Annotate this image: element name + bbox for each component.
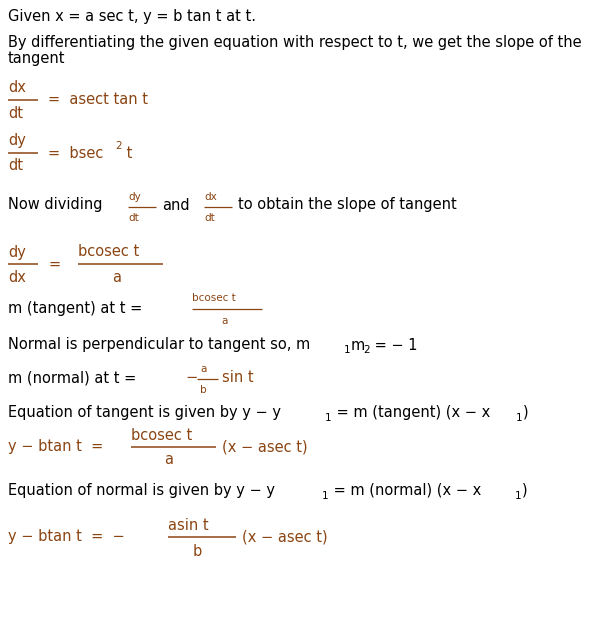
Text: 1: 1: [325, 413, 331, 423]
Text: sin t: sin t: [222, 371, 253, 386]
Text: 2: 2: [363, 345, 369, 355]
Text: y − btan t  =  −: y − btan t = −: [8, 530, 125, 545]
Text: Equation of tangent is given by y − y: Equation of tangent is given by y − y: [8, 404, 281, 419]
Text: 1: 1: [322, 491, 328, 501]
Text: =: =: [48, 257, 60, 272]
Text: asin t: asin t: [168, 518, 209, 533]
Text: dy: dy: [8, 245, 26, 260]
Text: dy: dy: [128, 192, 141, 202]
Text: = − 1: = − 1: [370, 337, 418, 352]
Text: a: a: [112, 270, 121, 285]
Text: to obtain the slope of tangent: to obtain the slope of tangent: [238, 197, 457, 212]
Text: Normal is perpendicular to tangent so, m: Normal is perpendicular to tangent so, m: [8, 337, 310, 352]
Text: dx: dx: [204, 192, 217, 202]
Text: dt: dt: [8, 158, 23, 173]
Text: y − btan t  =: y − btan t =: [8, 439, 104, 454]
Text: dt: dt: [128, 213, 139, 223]
Text: dy: dy: [8, 133, 26, 148]
Text: m (normal) at t =: m (normal) at t =: [8, 371, 141, 386]
Text: (x − asec t): (x − asec t): [222, 439, 308, 454]
Text: a: a: [221, 316, 227, 326]
Text: bcosec t: bcosec t: [192, 293, 236, 303]
Text: −: −: [185, 371, 198, 386]
Text: m: m: [351, 337, 365, 352]
Text: By differentiating the given equation with respect to t, we get the slope of the: By differentiating the given equation wi…: [8, 34, 582, 49]
Text: dt: dt: [8, 106, 23, 120]
Text: =  bsec: = bsec: [48, 145, 104, 160]
Text: 1: 1: [344, 345, 350, 355]
Text: bcosec t: bcosec t: [78, 245, 139, 260]
Text: a: a: [164, 453, 173, 468]
Text: = m (normal) (x − x: = m (normal) (x − x: [329, 483, 481, 498]
Text: dx: dx: [8, 81, 26, 96]
Text: bcosec t: bcosec t: [131, 429, 192, 443]
Text: Now dividing: Now dividing: [8, 197, 102, 212]
Text: 1: 1: [516, 413, 522, 423]
Text: ): ): [522, 483, 528, 498]
Text: dt: dt: [204, 213, 215, 223]
Text: Given x = a sec t, y = b tan t at t.: Given x = a sec t, y = b tan t at t.: [8, 9, 256, 24]
Text: and: and: [162, 197, 190, 212]
Text: tangent: tangent: [8, 51, 65, 66]
Text: m (tangent) at t =: m (tangent) at t =: [8, 300, 142, 316]
Text: 2: 2: [115, 141, 121, 151]
Text: b: b: [193, 543, 202, 558]
Text: ): ): [523, 404, 528, 419]
Text: a: a: [200, 364, 206, 374]
Text: =  asect tan t: = asect tan t: [48, 93, 148, 108]
Text: (x − asec t): (x − asec t): [242, 530, 328, 545]
Text: Equation of normal is given by y − y: Equation of normal is given by y − y: [8, 483, 275, 498]
Text: = m (tangent) (x − x: = m (tangent) (x − x: [332, 404, 490, 419]
Text: t: t: [122, 145, 132, 160]
Text: dx: dx: [8, 270, 26, 285]
Text: b: b: [200, 385, 206, 395]
Text: 1: 1: [515, 491, 522, 501]
